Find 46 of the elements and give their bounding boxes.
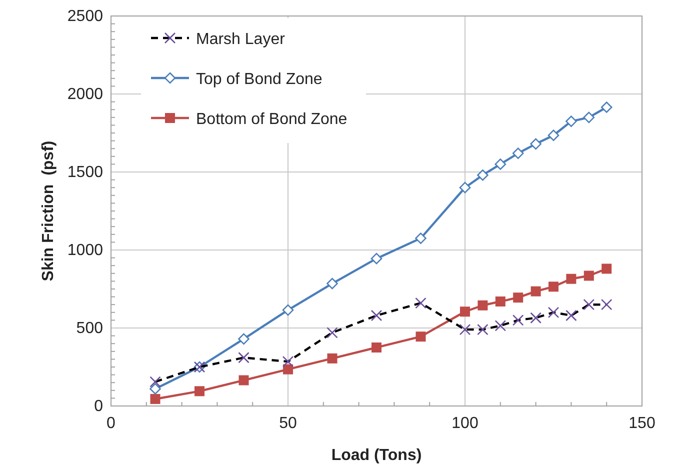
point	[600, 102, 612, 113]
point	[583, 112, 595, 124]
point	[513, 292, 524, 303]
point	[495, 296, 506, 306]
point	[370, 252, 382, 264]
legend-label: Bottom of Bond Zone	[196, 111, 348, 128]
point	[326, 278, 338, 290]
point	[602, 264, 612, 274]
point	[530, 286, 541, 296]
y-tick-label: 2500	[67, 8, 104, 25]
legend-label: Marsh Layer	[196, 31, 286, 48]
legend-label: Top of Bond Zone	[196, 71, 322, 88]
y-tick-label: 500	[76, 320, 104, 337]
point	[459, 182, 471, 194]
point	[548, 282, 558, 292]
point	[150, 394, 160, 404]
point	[584, 270, 594, 281]
point	[415, 232, 426, 244]
point	[372, 342, 382, 352]
point	[512, 148, 524, 159]
point	[238, 333, 250, 345]
point	[416, 332, 426, 342]
x-tick-label: 100	[452, 415, 478, 432]
point	[460, 306, 470, 317]
y-tick-label: 2000	[67, 86, 104, 103]
y-tick-label: 0	[94, 398, 104, 415]
point	[150, 383, 161, 394]
point	[566, 274, 576, 284]
y-tick-label: 1500	[67, 164, 104, 181]
x-tick-label: 0	[106, 415, 116, 432]
point	[283, 364, 293, 374]
x-tick-label: 150	[628, 415, 656, 432]
x-axis-title: Load (Tons)	[331, 447, 422, 464]
point	[566, 116, 577, 127]
x-tick-label: 50	[279, 415, 297, 432]
point	[477, 169, 488, 181]
point	[548, 130, 560, 141]
point	[282, 304, 294, 316]
point	[194, 386, 204, 396]
y-tick-label: 1000	[67, 242, 104, 259]
point	[238, 375, 249, 386]
point	[494, 158, 506, 170]
point	[530, 138, 542, 150]
y-axis-title: Skin Friction (psf)	[40, 140, 57, 282]
point	[327, 353, 338, 364]
point	[478, 300, 488, 310]
